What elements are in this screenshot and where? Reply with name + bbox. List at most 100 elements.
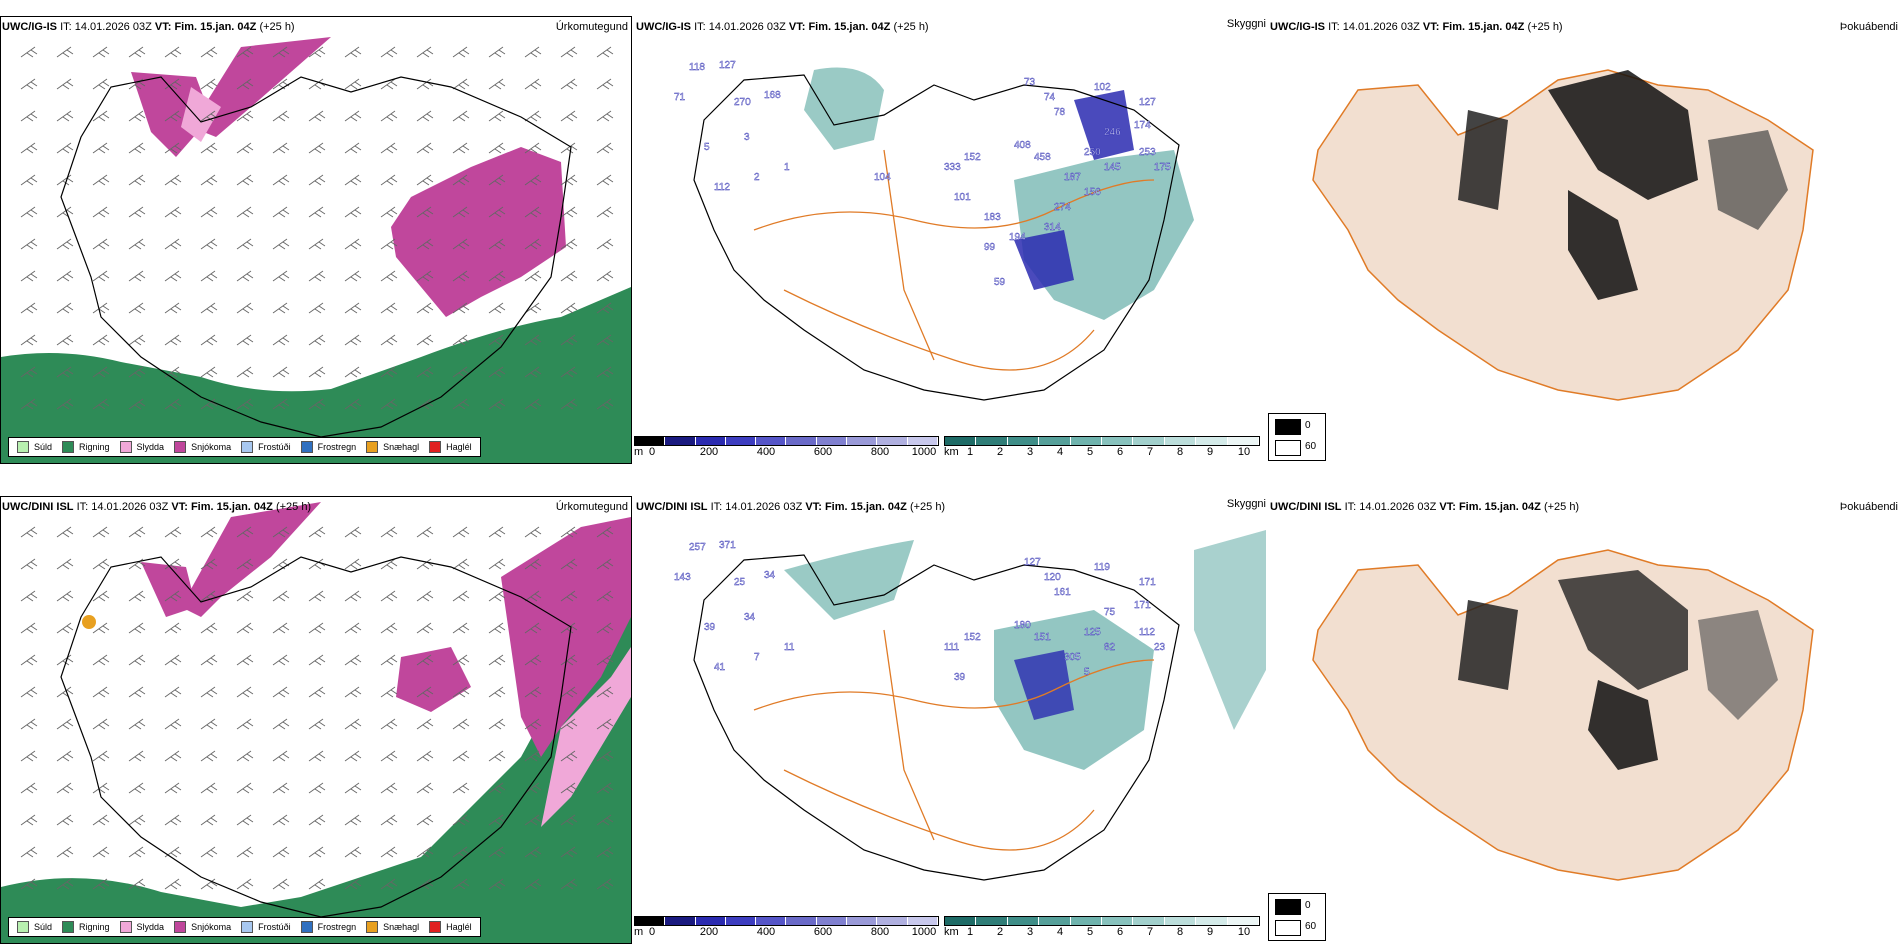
wind-barb	[416, 526, 434, 538]
wind-barb	[20, 878, 38, 890]
visibility-colorbar: km 1 2 3 4 5 6 7 8 9 10	[944, 436, 1260, 458]
legend-swatch	[241, 441, 254, 453]
legend-item: Haglél	[429, 921, 472, 933]
wind-barb	[272, 878, 290, 890]
wind-barb	[452, 302, 470, 314]
fog-key-swatch	[1275, 920, 1301, 936]
wind-barb	[560, 814, 578, 826]
low-vis-area	[1194, 530, 1266, 730]
visibility-tick: 1	[966, 926, 974, 938]
fog-area	[1458, 600, 1518, 690]
wind-barb	[164, 558, 182, 570]
wind-barb	[200, 718, 218, 730]
wind-barb	[200, 302, 218, 314]
fog-area	[1698, 610, 1778, 720]
wind-barb	[164, 782, 182, 794]
fog-area	[1558, 570, 1688, 690]
model-name: UWC/DINI ISL	[1270, 501, 1342, 513]
wind-barb	[200, 46, 218, 58]
wind-barb	[272, 526, 290, 538]
wind-barb	[164, 142, 182, 154]
vt-text: VT: Fim. 15.jan. 04Z	[1422, 21, 1525, 33]
visibility-tick: 1	[966, 446, 974, 458]
road-network	[753, 149, 1155, 371]
wind-barb	[164, 46, 182, 58]
wind-barb	[488, 622, 506, 634]
wind-barb	[416, 686, 434, 698]
wind-barb	[20, 622, 38, 634]
wind-barb	[272, 590, 290, 602]
wind-barb	[272, 302, 290, 314]
wind-barb	[452, 110, 470, 122]
legend-swatch	[300, 441, 313, 453]
wind-barb	[164, 110, 182, 122]
ceiling-label: 458	[1034, 152, 1051, 163]
ceiling-label: 333	[944, 162, 961, 173]
wind-barb	[488, 878, 506, 890]
wind-barb	[164, 366, 182, 378]
wind-barb	[344, 846, 362, 858]
legend-item: Súld	[17, 441, 52, 453]
wind-barb	[524, 782, 542, 794]
wind-barb	[236, 174, 254, 186]
wind-barb	[236, 270, 254, 282]
wind-barb	[200, 270, 218, 282]
wind-barb	[308, 814, 326, 826]
ceiling-label: 371	[719, 540, 736, 551]
wind-barb	[308, 110, 326, 122]
wind-barb	[488, 686, 506, 698]
ceiling-label: 5	[704, 142, 710, 153]
ceiling-tick: 800	[870, 926, 890, 938]
wind-barb	[452, 334, 470, 346]
wind-barb	[488, 814, 506, 826]
fog-area	[1568, 190, 1638, 300]
wind-barb	[560, 878, 578, 890]
snow-area	[141, 562, 196, 617]
wind-barb	[308, 142, 326, 154]
ceiling-label: 104	[874, 172, 891, 183]
wind-barb	[560, 270, 578, 282]
wind-barb	[596, 334, 614, 346]
ceiling-label: 25	[734, 577, 746, 588]
ceiling-label: 152	[964, 632, 981, 643]
legend-item: Snæhagl	[366, 921, 419, 933]
ceiling-label: 1	[784, 162, 790, 173]
wind-barb	[344, 814, 362, 826]
wind-barb	[128, 142, 146, 154]
ceiling-tick: 0	[648, 446, 656, 458]
wind-barb	[92, 78, 110, 90]
visibility-unit: km	[944, 446, 959, 458]
wind-barb	[380, 878, 398, 890]
wind-barb	[380, 46, 398, 58]
visibility-ticks: km 1 2 3 4 5 6 7 8 9 10	[944, 926, 1260, 938]
wind-barb	[308, 270, 326, 282]
panel-header: UWC/DINI ISL IT: 14.01.2026 03Z VT: Fim.…	[2, 501, 311, 513]
wind-barb	[272, 238, 290, 250]
ceiling-tick: 400	[756, 926, 776, 938]
wind-barb	[560, 558, 578, 570]
visibility-tick: 6	[1116, 926, 1124, 938]
lead-time: (+25 h)	[1543, 501, 1580, 513]
wind-barb	[344, 686, 362, 698]
ceiling-label: 2	[754, 172, 760, 183]
wind-barb	[380, 750, 398, 762]
wind-barb	[380, 814, 398, 826]
ceiling-label: 145	[1104, 162, 1121, 173]
snow-area	[391, 147, 566, 317]
wind-barb	[416, 206, 434, 218]
wind-barb	[128, 750, 146, 762]
ceiling-unit: m	[634, 926, 644, 938]
wind-barb	[56, 846, 74, 858]
wind-barb	[380, 174, 398, 186]
wind-barb	[128, 206, 146, 218]
wind-barb	[164, 206, 182, 218]
sleet-area	[181, 87, 221, 142]
ceiling-label: 174	[1134, 120, 1151, 131]
fog-key-value: 60	[1305, 441, 1317, 452]
wind-barb	[236, 334, 254, 346]
wind-barb	[344, 206, 362, 218]
wind-barb	[164, 238, 182, 250]
panel-header: UWC/IG-IS IT: 14.01.2026 03Z VT: Fim. 15…	[2, 21, 295, 33]
legend-item: Frostúði	[241, 921, 291, 933]
visibility-colorbar-swatches	[944, 916, 1260, 926]
